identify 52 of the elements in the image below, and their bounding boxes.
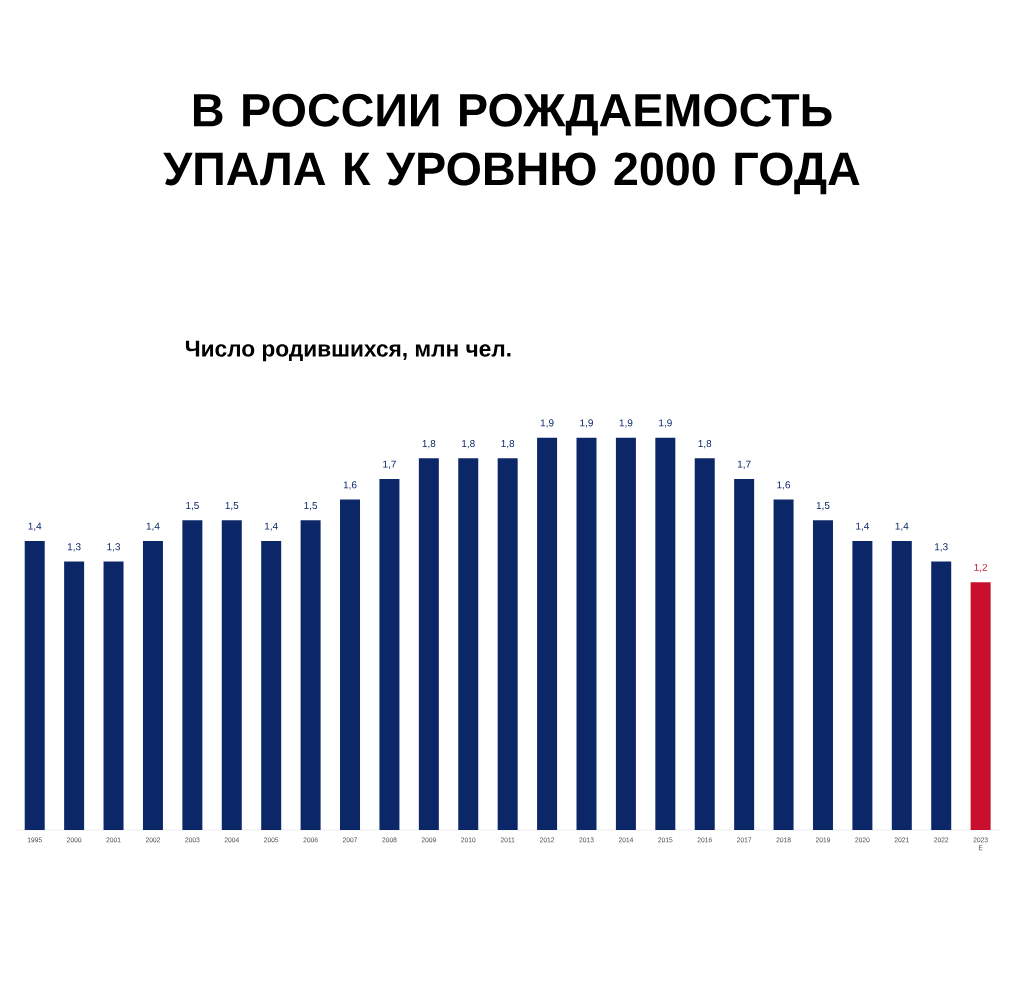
bar bbox=[694, 458, 715, 830]
bar bbox=[64, 561, 85, 830]
chart-subtitle: Число родившихся, млн чел. bbox=[185, 340, 511, 362]
bar bbox=[142, 540, 163, 830]
data-label: 1,9 bbox=[540, 419, 554, 428]
data-label: 1,9 bbox=[619, 419, 633, 428]
data-label: 1,4 bbox=[895, 522, 909, 531]
bar bbox=[970, 582, 991, 830]
data-label: 1,5 bbox=[225, 502, 239, 511]
data-label: 1,7 bbox=[737, 460, 751, 469]
bar bbox=[340, 499, 361, 830]
bar bbox=[576, 437, 597, 830]
data-label: 1,4 bbox=[146, 522, 160, 531]
data-label: 1,3 bbox=[107, 543, 121, 552]
data-label: 1,5 bbox=[816, 502, 830, 511]
data-label: 1,5 bbox=[186, 502, 199, 511]
data-label: 1,3 bbox=[67, 543, 81, 552]
bar bbox=[221, 520, 242, 830]
bar bbox=[300, 520, 321, 830]
bar bbox=[734, 478, 755, 830]
bar bbox=[458, 458, 479, 830]
bar bbox=[931, 561, 952, 830]
data-label: 1,8 bbox=[501, 439, 515, 449]
bar bbox=[615, 437, 636, 830]
data-label: 1,2 bbox=[974, 563, 988, 573]
bar bbox=[852, 540, 873, 830]
data-label: 1,4 bbox=[856, 522, 870, 531]
data-label: 1,3 bbox=[935, 543, 948, 552]
data-label: 1,7 bbox=[383, 460, 396, 469]
data-label: 1,4 bbox=[28, 522, 42, 531]
bar bbox=[182, 520, 203, 830]
data-label: 1,8 bbox=[422, 439, 436, 449]
chart-title: В РОССИИ РОЖДАЕМОСТЬ УПАЛА К УРОВНЮ 2000 ГОДА bbox=[163, 93, 860, 195]
bar bbox=[655, 437, 676, 830]
bar bbox=[379, 478, 400, 830]
bar bbox=[261, 540, 282, 830]
bar bbox=[103, 561, 124, 830]
bar bbox=[537, 437, 558, 830]
bar bbox=[418, 458, 439, 830]
data-label: 1,5 bbox=[304, 502, 318, 511]
bar bbox=[812, 520, 833, 830]
bar bbox=[773, 499, 794, 830]
data-label: 1,6 bbox=[777, 481, 791, 490]
data-label: 1,9 bbox=[659, 419, 672, 428]
data-label: 1,8 bbox=[698, 439, 712, 449]
bar bbox=[24, 540, 45, 830]
data-label: 1,6 bbox=[343, 481, 357, 490]
data-label: 1,4 bbox=[265, 522, 278, 531]
data-label: 1,9 bbox=[580, 419, 593, 428]
bar bbox=[891, 540, 912, 830]
bar bbox=[497, 458, 518, 830]
data-label: 1,8 bbox=[462, 439, 475, 449]
